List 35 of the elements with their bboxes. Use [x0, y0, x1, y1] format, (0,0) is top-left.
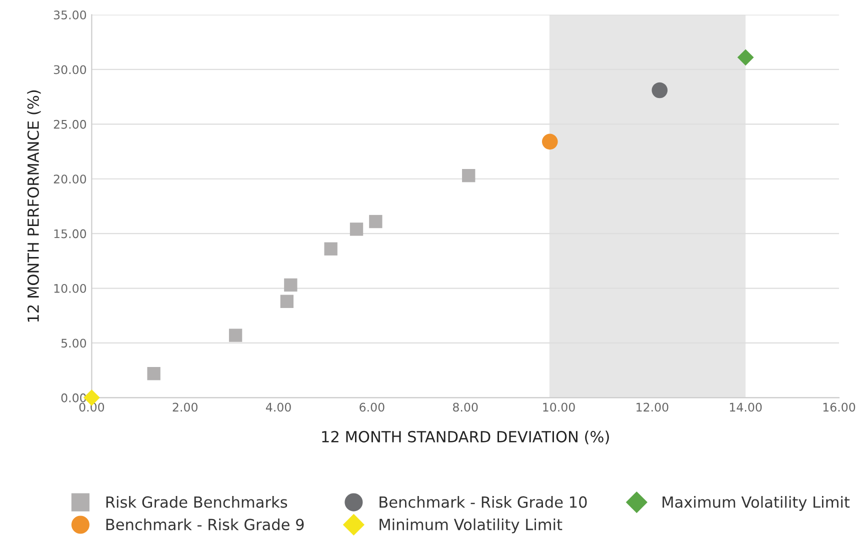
point — [324, 242, 338, 256]
x-tick-label: 10.00 — [543, 402, 575, 412]
legend-label: Risk Grade Benchmarks — [106, 496, 288, 508]
point — [737, 49, 754, 66]
y-tick-label: 30.00 — [54, 65, 86, 74]
point — [369, 214, 382, 228]
x-tick-label: 4.00 — [266, 402, 291, 412]
point — [462, 169, 476, 182]
legend-label: Benchmark - Risk Grade 10 — [380, 496, 587, 508]
x-axis-title: 12 MONTH STANDARD DEVIATION (%) — [322, 430, 609, 444]
y-tick-label: 10.00 — [54, 284, 86, 293]
y-tick-label: 15.00 — [54, 229, 86, 238]
y-tick-label: 25.00 — [54, 120, 86, 129]
x-tick-label: 6.00 — [360, 402, 384, 412]
y-axis-title: 12 MONTH PERFORMANCE (%) — [27, 90, 41, 322]
x-tick-label: 2.00 — [172, 402, 198, 412]
x-tick-label: 12.00 — [636, 402, 668, 412]
point — [350, 222, 364, 236]
point — [147, 367, 160, 380]
y-tick-label: 5.00 — [61, 338, 86, 348]
y-tick-label: 35.00 — [54, 10, 86, 20]
point — [284, 278, 298, 292]
x-tick-label: 8.00 — [453, 402, 478, 412]
legend-label: Minimum Volatility Limit — [380, 518, 562, 534]
y-tick-label: 0.00 — [61, 393, 86, 402]
point — [280, 294, 294, 308]
x-tick-label: 16.00 — [823, 402, 856, 412]
legend-label: Maximum Volatility Limit — [662, 496, 850, 511]
point — [228, 328, 242, 342]
point — [542, 134, 558, 150]
legend-label: Benchmark - Risk Grade 9 — [106, 518, 304, 530]
x-tick-label: 14.00 — [730, 402, 762, 412]
y-tick-label: 20.00 — [54, 174, 86, 184]
point — [652, 82, 668, 98]
x-tick-label: 0.00 — [79, 402, 104, 412]
